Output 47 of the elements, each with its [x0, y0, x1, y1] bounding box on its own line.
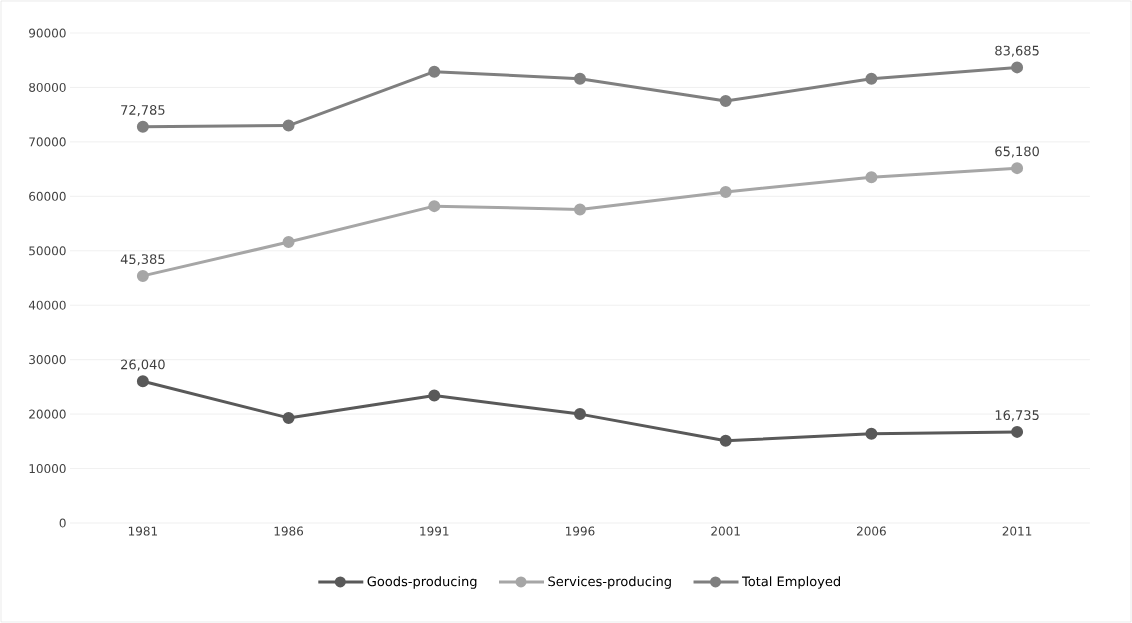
- legend-label: Goods-producing: [367, 576, 477, 589]
- y-tick-label: 50000: [29, 246, 66, 256]
- point: [865, 427, 878, 440]
- y-tick-label: 40000: [28, 300, 66, 310]
- y-tick-label: 80000: [29, 82, 66, 92]
- point: [136, 269, 149, 282]
- data-label: 26,040: [121, 359, 165, 371]
- point: [573, 203, 586, 216]
- x-tick-label: 1986: [274, 526, 304, 536]
- data-label: 16,735: [995, 410, 1039, 422]
- point: [428, 200, 441, 213]
- x-tick-label: 1991: [420, 526, 449, 536]
- y-tick-label: 30000: [29, 355, 66, 365]
- point: [428, 65, 441, 78]
- point: [282, 119, 295, 132]
- x-tick-label: 1996: [566, 526, 595, 536]
- point: [282, 236, 295, 249]
- data-label: 83,685: [995, 45, 1039, 57]
- point: [573, 72, 586, 85]
- data-label: 72,785: [121, 105, 165, 117]
- y-tick-label: 60000: [29, 191, 66, 201]
- point: [719, 434, 732, 447]
- data-label: 45,385: [120, 254, 165, 266]
- x-tick-label: 2006: [857, 526, 886, 536]
- y-tick-label: 10000: [29, 464, 66, 474]
- legend-label: Total Employed: [741, 576, 840, 589]
- point: [865, 72, 878, 85]
- y-tick-label: 90000: [29, 28, 66, 38]
- point: [136, 120, 149, 133]
- point: [719, 95, 732, 108]
- point: [1011, 162, 1024, 175]
- x-tick-label: 2011: [1002, 526, 1032, 536]
- point: [1011, 61, 1024, 74]
- point: [282, 411, 295, 424]
- legend-label: Services-producing: [548, 576, 671, 589]
- x-tick-label: 2001: [711, 526, 740, 536]
- point: [428, 389, 441, 402]
- point: [719, 185, 732, 198]
- point: [1011, 425, 1024, 438]
- y-tick-label: 0: [59, 518, 66, 528]
- point: [573, 408, 586, 421]
- y-tick-label: 70000: [29, 137, 66, 147]
- x-tick-label: 1981: [128, 526, 158, 536]
- y-tick-label: 20000: [29, 409, 66, 419]
- point: [136, 375, 149, 388]
- point: [865, 171, 878, 184]
- data-label: 65,180: [995, 146, 1039, 158]
